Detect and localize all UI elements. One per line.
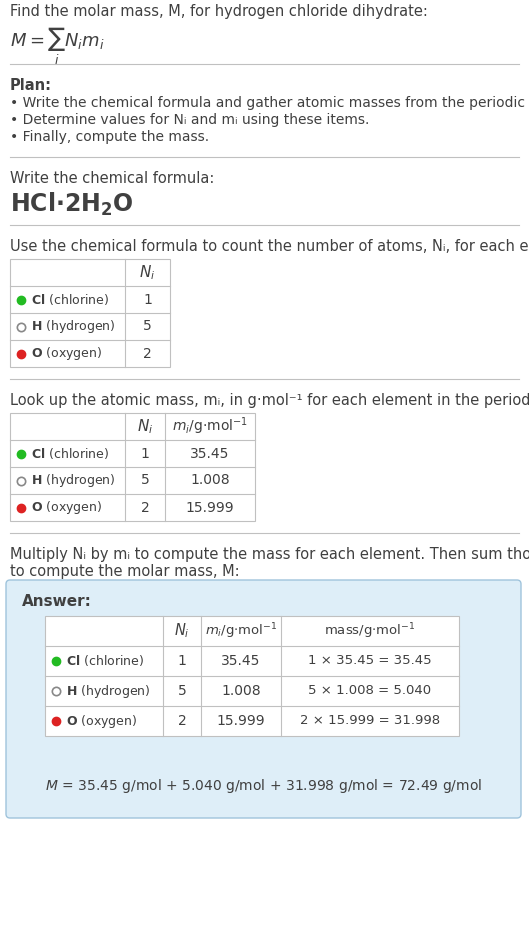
Text: 2: 2	[143, 347, 152, 361]
Text: Find the molar mass, M, for hydrogen chloride dihydrate:: Find the molar mass, M, for hydrogen chl…	[10, 4, 428, 19]
Text: • Determine values for Nᵢ and mᵢ using these items.: • Determine values for Nᵢ and mᵢ using t…	[10, 113, 369, 127]
Text: $\bf{H}$ (hydrogen): $\bf{H}$ (hydrogen)	[31, 472, 116, 489]
Text: 1 × 35.45 = 35.45: 1 × 35.45 = 35.45	[308, 655, 432, 668]
Bar	[10, 259, 170, 367]
Text: 15.999: 15.999	[217, 714, 266, 728]
Text: 35.45: 35.45	[190, 447, 230, 461]
Text: 1: 1	[178, 654, 186, 668]
Text: 1: 1	[141, 447, 149, 461]
Text: $\mathbf{HCl}$$\mathbf{\cdot 2H_2O}$: $\mathbf{HCl}$$\mathbf{\cdot 2H_2O}$	[10, 191, 134, 219]
Text: $\bf{Cl}$ (chlorine): $\bf{Cl}$ (chlorine)	[31, 292, 110, 307]
Text: Use the chemical formula to count the number of atoms, Nᵢ, for each element:: Use the chemical formula to count the nu…	[10, 239, 529, 254]
Text: $\bf{H}$ (hydrogen): $\bf{H}$ (hydrogen)	[66, 683, 151, 700]
Text: $m_i$/g$\cdot$mol$^{-1}$: $m_i$/g$\cdot$mol$^{-1}$	[172, 415, 248, 437]
Text: 35.45: 35.45	[221, 654, 261, 668]
Text: Multiply Nᵢ by mᵢ to compute the mass for each element. Then sum those values: Multiply Nᵢ by mᵢ to compute the mass fo…	[10, 547, 529, 562]
Text: $M = \sum_i N_i m_i$: $M = \sum_i N_i m_i$	[10, 26, 104, 67]
Text: 1.008: 1.008	[221, 684, 261, 698]
FancyBboxPatch shape	[6, 580, 521, 818]
Text: $m_i$/g$\cdot$mol$^{-1}$: $m_i$/g$\cdot$mol$^{-1}$	[205, 621, 277, 641]
Text: Write the chemical formula:: Write the chemical formula:	[10, 171, 214, 186]
Text: $\bf{Cl}$ (chlorine): $\bf{Cl}$ (chlorine)	[31, 446, 110, 461]
Text: 1: 1	[143, 293, 152, 306]
Text: $\bf{O}$ (oxygen): $\bf{O}$ (oxygen)	[31, 345, 102, 362]
Text: $N_i$: $N_i$	[174, 622, 190, 641]
Text: 2: 2	[141, 500, 149, 514]
Bar	[45, 616, 459, 736]
Text: Answer:: Answer:	[22, 594, 92, 609]
Text: 5: 5	[178, 684, 186, 698]
Text: $\bf{Cl}$ (chlorine): $\bf{Cl}$ (chlorine)	[66, 654, 144, 669]
Text: 2: 2	[178, 714, 186, 728]
Text: • Write the chemical formula and gather atomic masses from the periodic table.: • Write the chemical formula and gather …	[10, 96, 529, 110]
Text: Look up the atomic mass, mᵢ, in g·mol⁻¹ for each element in the periodic table:: Look up the atomic mass, mᵢ, in g·mol⁻¹ …	[10, 393, 529, 408]
Text: Plan:: Plan:	[10, 78, 52, 93]
Text: to compute the molar mass, M:: to compute the molar mass, M:	[10, 564, 240, 579]
Text: 5: 5	[141, 474, 149, 488]
Text: $\bf{H}$ (hydrogen): $\bf{H}$ (hydrogen)	[31, 318, 116, 335]
Text: 1.008: 1.008	[190, 474, 230, 488]
Text: mass/g$\cdot$mol$^{-1}$: mass/g$\cdot$mol$^{-1}$	[324, 621, 416, 641]
Text: 2 × 15.999 = 31.998: 2 × 15.999 = 31.998	[300, 714, 440, 727]
Bar	[10, 413, 255, 521]
Text: 5: 5	[143, 319, 152, 333]
Text: 15.999: 15.999	[186, 500, 234, 514]
Text: $N_i$: $N_i$	[137, 417, 153, 436]
Text: 5 × 1.008 = 5.040: 5 × 1.008 = 5.040	[308, 685, 432, 697]
Text: $N_i$: $N_i$	[139, 263, 156, 282]
Text: • Finally, compute the mass.: • Finally, compute the mass.	[10, 130, 209, 144]
Text: $\bf{O}$ (oxygen): $\bf{O}$ (oxygen)	[31, 499, 102, 516]
Text: $\bf{O}$ (oxygen): $\bf{O}$ (oxygen)	[66, 712, 138, 729]
Text: $\it{M}$ = 35.45 g/mol + 5.040 g/mol + 31.998 g/mol = 72.49 g/mol: $\it{M}$ = 35.45 g/mol + 5.040 g/mol + 3…	[45, 777, 482, 795]
